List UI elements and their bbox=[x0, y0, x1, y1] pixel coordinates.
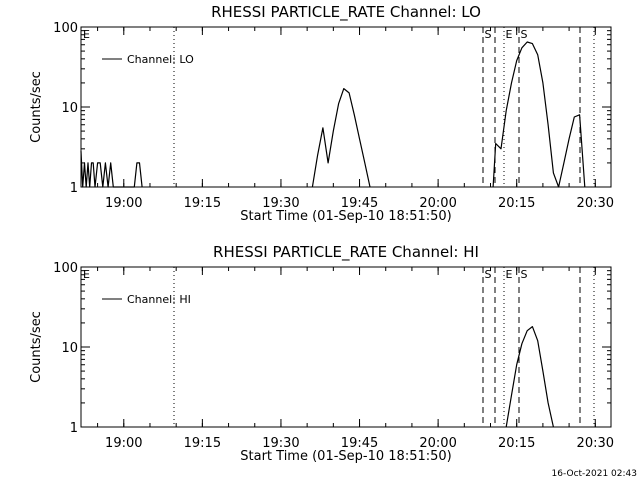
legend-entry: Channel: HI bbox=[127, 293, 191, 306]
legend-entry: Channel: LO bbox=[127, 53, 194, 66]
chart-title: RHESSI PARTICLE_RATE Channel: LO bbox=[211, 3, 481, 22]
x-axis-label: Start Time (01-Sep-10 18:51:50) bbox=[240, 449, 451, 464]
y-tick-label: 10 bbox=[61, 341, 78, 356]
chart-title: RHESSI PARTICLE_RATE Channel: HI bbox=[213, 243, 479, 262]
y-tick-label: 1 bbox=[70, 181, 78, 196]
y-axis-label: Counts/sec bbox=[29, 71, 44, 143]
x-tick-label: 19:15 bbox=[184, 436, 221, 451]
corner-marker: E bbox=[83, 28, 90, 41]
y-tick-label: 1 bbox=[70, 421, 78, 436]
chart-panel-1: RHESSI PARTICLE_RATE Channel: LO 1 10 100 19… bbox=[29, 3, 614, 224]
event-marker-2: E bbox=[506, 28, 513, 41]
x-tick-label: 20:30 bbox=[577, 196, 614, 211]
event-marker-3: S bbox=[521, 268, 528, 281]
x-tick-label: 20:30 bbox=[577, 436, 614, 451]
y-axis-label: Counts/sec bbox=[29, 311, 44, 383]
series-line-1 bbox=[505, 326, 554, 428]
x-tick-label: 19:30 bbox=[262, 196, 299, 211]
x-tick-label: 19:00 bbox=[105, 196, 142, 211]
x-tick-label: 20:15 bbox=[498, 436, 535, 451]
x-tick-label: 19:00 bbox=[105, 436, 142, 451]
event-marker-1: S bbox=[485, 28, 492, 41]
plot-frame bbox=[80, 266, 612, 428]
x-tick-label: 20:00 bbox=[419, 436, 456, 451]
x-tick-label: 19:45 bbox=[341, 436, 378, 451]
y-tick-label: 100 bbox=[53, 21, 78, 36]
x-tick-label: 20:15 bbox=[498, 196, 535, 211]
x-axis-label: Start Time (01-Sep-10 18:51:50) bbox=[240, 209, 451, 224]
x-tick-label: 20:00 bbox=[419, 196, 456, 211]
chart-panel-2: RHESSI PARTICLE_RATE Channel: HI 1 10 100 19… bbox=[29, 243, 614, 464]
x-tick-label: 19:30 bbox=[262, 436, 299, 451]
y-tick-label: 100 bbox=[53, 261, 78, 276]
event-marker-2: E bbox=[506, 268, 513, 281]
x-tick-label: 19:15 bbox=[184, 196, 221, 211]
corner-marker: E bbox=[83, 268, 90, 281]
footer-timestamp: 16-Oct-2021 02:43 bbox=[552, 469, 637, 479]
plot-frame bbox=[80, 26, 612, 188]
x-tick-label: 19:45 bbox=[341, 196, 378, 211]
y-tick-label: 10 bbox=[61, 101, 78, 116]
event-marker-3: S bbox=[521, 28, 528, 41]
event-marker-1: S bbox=[485, 268, 492, 281]
